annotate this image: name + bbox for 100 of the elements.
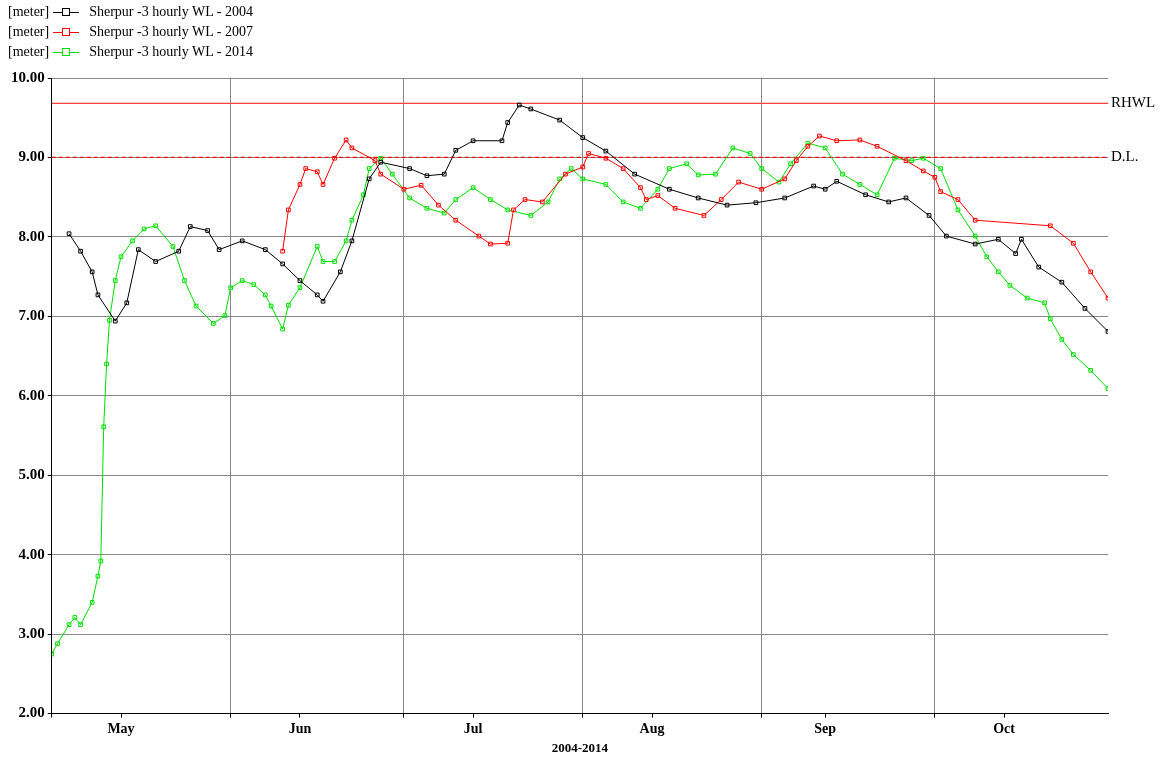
point — [736, 179, 741, 185]
point — [453, 217, 459, 223]
point — [938, 189, 943, 194]
point — [280, 248, 285, 254]
ref-line-label: RHWL — [1111, 94, 1156, 111]
point — [297, 182, 303, 187]
x-axis-title: 2004-2014 — [551, 739, 609, 755]
point — [303, 166, 309, 171]
point — [349, 145, 355, 151]
point — [580, 135, 586, 140]
point — [903, 158, 909, 163]
y-tick-label: 5.00 — [18, 466, 45, 483]
x-tick-label: May — [107, 720, 135, 736]
point — [332, 155, 337, 161]
point — [863, 192, 868, 198]
point — [511, 207, 516, 213]
point — [488, 241, 493, 247]
y-tick-label: 6.00 — [18, 386, 45, 403]
x-tick-label: Aug — [639, 720, 665, 736]
point — [793, 158, 799, 163]
point — [112, 318, 118, 324]
point — [372, 158, 378, 163]
point — [124, 300, 130, 306]
point — [205, 228, 210, 233]
point — [540, 199, 545, 205]
point — [66, 231, 72, 237]
point — [505, 240, 511, 246]
point — [89, 269, 95, 275]
point — [187, 224, 193, 229]
point — [903, 195, 909, 201]
point — [216, 247, 222, 252]
point — [1019, 236, 1024, 242]
point — [135, 247, 141, 252]
point — [580, 164, 586, 170]
point — [874, 143, 880, 149]
point — [320, 182, 326, 187]
point — [886, 199, 892, 205]
point — [672, 205, 678, 211]
point — [1082, 306, 1088, 311]
point — [643, 197, 649, 202]
point — [638, 185, 643, 190]
point — [782, 176, 788, 182]
point — [655, 193, 661, 198]
point — [695, 195, 701, 201]
point — [811, 183, 816, 189]
point — [724, 202, 730, 208]
point — [297, 278, 303, 283]
point — [759, 186, 765, 192]
point — [1013, 251, 1018, 256]
point — [857, 137, 863, 143]
point — [286, 207, 291, 213]
point — [563, 171, 568, 177]
point — [1071, 240, 1076, 246]
y-tick-label: 7.00 — [18, 307, 45, 324]
point — [522, 197, 528, 202]
y-tick-label: 4.00 — [18, 545, 45, 562]
point — [476, 233, 482, 239]
point — [1088, 269, 1094, 275]
point — [955, 197, 961, 202]
point — [603, 148, 609, 154]
point — [1047, 223, 1053, 229]
point — [314, 169, 320, 175]
point — [996, 236, 1001, 242]
text: [meter] — [8, 4, 50, 19]
point — [505, 120, 511, 125]
legend-label: Sherpur -3 hourly WL - 2007 — [89, 23, 253, 41]
point — [280, 261, 285, 267]
x-tick-label: Sep — [814, 720, 837, 736]
point — [701, 213, 707, 218]
point — [314, 292, 320, 298]
point — [407, 166, 412, 171]
point — [320, 298, 326, 304]
legend-label: Sherpur -3 hourly WL - 2014 — [89, 43, 253, 61]
point — [1059, 279, 1065, 285]
point — [557, 117, 563, 123]
point — [920, 168, 926, 174]
point — [1036, 264, 1042, 270]
point — [718, 197, 724, 202]
point — [782, 195, 788, 201]
point — [926, 213, 932, 218]
point — [378, 159, 384, 165]
point — [817, 133, 822, 139]
ref-line-label: D.L. — [1111, 148, 1139, 165]
y-tick-label: 10.00 — [11, 68, 45, 85]
point — [153, 259, 158, 264]
point — [239, 238, 245, 244]
point — [436, 202, 441, 208]
text: [meter] — [8, 24, 50, 39]
point — [516, 102, 522, 108]
point — [338, 269, 343, 275]
point — [343, 137, 349, 143]
point — [95, 292, 101, 298]
point — [424, 173, 430, 179]
point — [528, 106, 534, 112]
point — [349, 238, 355, 244]
y-tick-label: 8.00 — [18, 227, 45, 244]
y-tick-label: 9.00 — [18, 148, 45, 165]
point — [972, 241, 978, 247]
point — [972, 217, 978, 223]
point — [401, 186, 407, 192]
